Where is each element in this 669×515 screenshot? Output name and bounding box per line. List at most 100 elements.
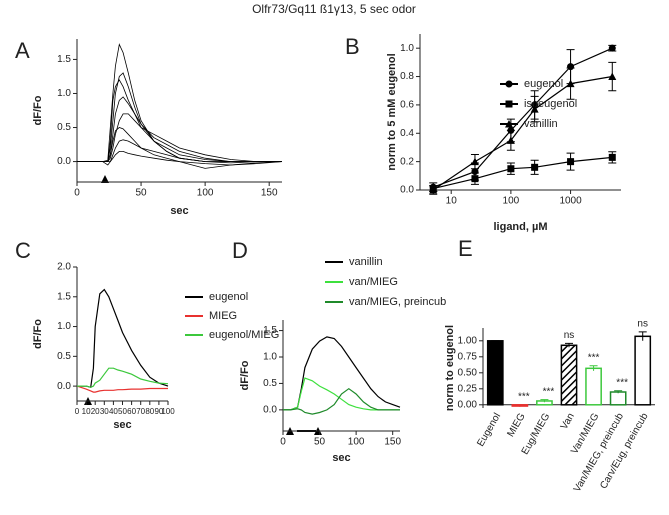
x-tick-label: 150 [261,188,278,199]
y-axis-title: dF/Fo [32,319,44,349]
bar [634,335,652,406]
data-point [470,157,479,166]
y-axis-title: dF/Fo [32,95,44,125]
series-line [77,79,282,162]
figure-title: Olfr73/Gq11 ß1γ13, 5 sec odor [252,2,416,16]
series-line [432,75,613,191]
series-line [77,96,282,162]
legend-label: vanillin [524,118,558,130]
bar [486,340,504,406]
x-axis-title: sec [113,419,131,431]
series-line [77,151,283,169]
data-point [471,175,479,183]
x-tick-label: 1000 [559,196,582,207]
y-tick-label: 1.5 [57,291,71,302]
x-tick-label: 50 [314,437,326,448]
legend-marker [505,100,513,108]
legend-label: van/MIEG, preincub [349,296,446,308]
series-line [77,367,169,388]
y-tick-label: 0.5 [263,378,277,389]
y-axis-title: dF/Fo [239,360,251,390]
legend-label: van/MIEG [349,276,398,288]
significance: ns [564,330,575,341]
x-tick-label: 0 [280,437,286,448]
x-tick-label: Van [559,411,577,431]
panel-label: E [458,236,473,261]
data-point [429,186,438,194]
y-axis-title: norm to 5 mM eugenol [386,53,398,170]
bar [585,367,602,406]
panel-label: D [232,238,248,263]
x-tick-label: 100 [503,196,520,207]
panel-label: C [15,238,31,263]
series-line [77,113,282,162]
error-bar [638,331,647,341]
error-bar [589,365,598,371]
error-bar [614,390,623,394]
x-tick-label: 0 [74,188,80,199]
y-tick-label: 0.2 [400,156,414,167]
legend-label: MIEG [209,310,237,322]
series-line [432,47,613,188]
legend-label: eugenol [209,291,248,303]
significance: ns [637,318,648,329]
x-tick-label: 100 [348,437,365,448]
bar [560,344,578,406]
y-tick-label: 1.0 [57,321,71,332]
y-tick-label: 0.5 [57,122,71,133]
error-bar [515,404,524,407]
x-tick-label: Eugenol [475,411,503,448]
y-tick-label: 1.0 [400,43,414,54]
series-line [76,385,168,393]
data-point [566,79,575,88]
significance: *** [543,386,555,397]
data-point [608,153,616,161]
x-tick-label: 70 [136,407,145,416]
x-tick-label: 50 [136,188,148,199]
y-tick-label: 1.5 [263,325,277,336]
series-line [77,288,169,389]
series-line [77,127,283,166]
y-tick-label: 0.8 [400,71,414,82]
panel-label: B [345,34,360,59]
y-tick-label: 0.00 [458,399,478,410]
y-tick-label: 1.00 [458,335,478,346]
y-tick-label: 0.25 [458,383,478,394]
error-bar [540,399,549,403]
data-point [530,105,539,113]
error-bar [565,342,573,348]
x-tick-label: 40 [109,407,118,416]
data-point [608,72,617,81]
significance: *** [518,391,530,402]
series-line [433,156,613,190]
legend-marker [505,120,513,128]
y-tick-label: 1.5 [57,54,71,65]
y-tick-label: 1.0 [57,88,71,99]
x-tick-label: 150 [384,437,401,448]
x-tick-label: 10 [82,407,91,416]
y-tick-label: 0.4 [400,128,414,139]
y-tick-label: 0.6 [400,100,414,111]
y-tick-label: 0.75 [458,351,478,362]
y-tick-label: 2.0 [57,262,71,273]
significance: *** [616,377,628,388]
y-tick-label: 0.0 [57,381,71,392]
x-axis-title: sec [170,205,188,217]
y-tick-label: 0.0 [400,185,414,196]
x-tick-label: 90 [154,407,163,416]
x-tick-label: 100 [161,407,175,416]
y-tick-label: 0.5 [57,351,71,362]
legend-label: eugenol [524,78,563,90]
x-tick-label: 30 [100,407,109,416]
x-tick-label: 50 [118,407,127,416]
y-tick-label: 1.0 [263,352,277,363]
x-axis-title: ligand, µM [493,221,547,233]
x-tick-label: 100 [197,188,214,199]
x-tick-label: 10 [446,196,458,207]
x-tick-label: 80 [145,407,154,416]
x-tick-label: 20 [91,407,100,416]
series-line [77,43,282,162]
x-tick-label: MIEG [505,411,527,439]
panel-label: A [15,38,30,63]
